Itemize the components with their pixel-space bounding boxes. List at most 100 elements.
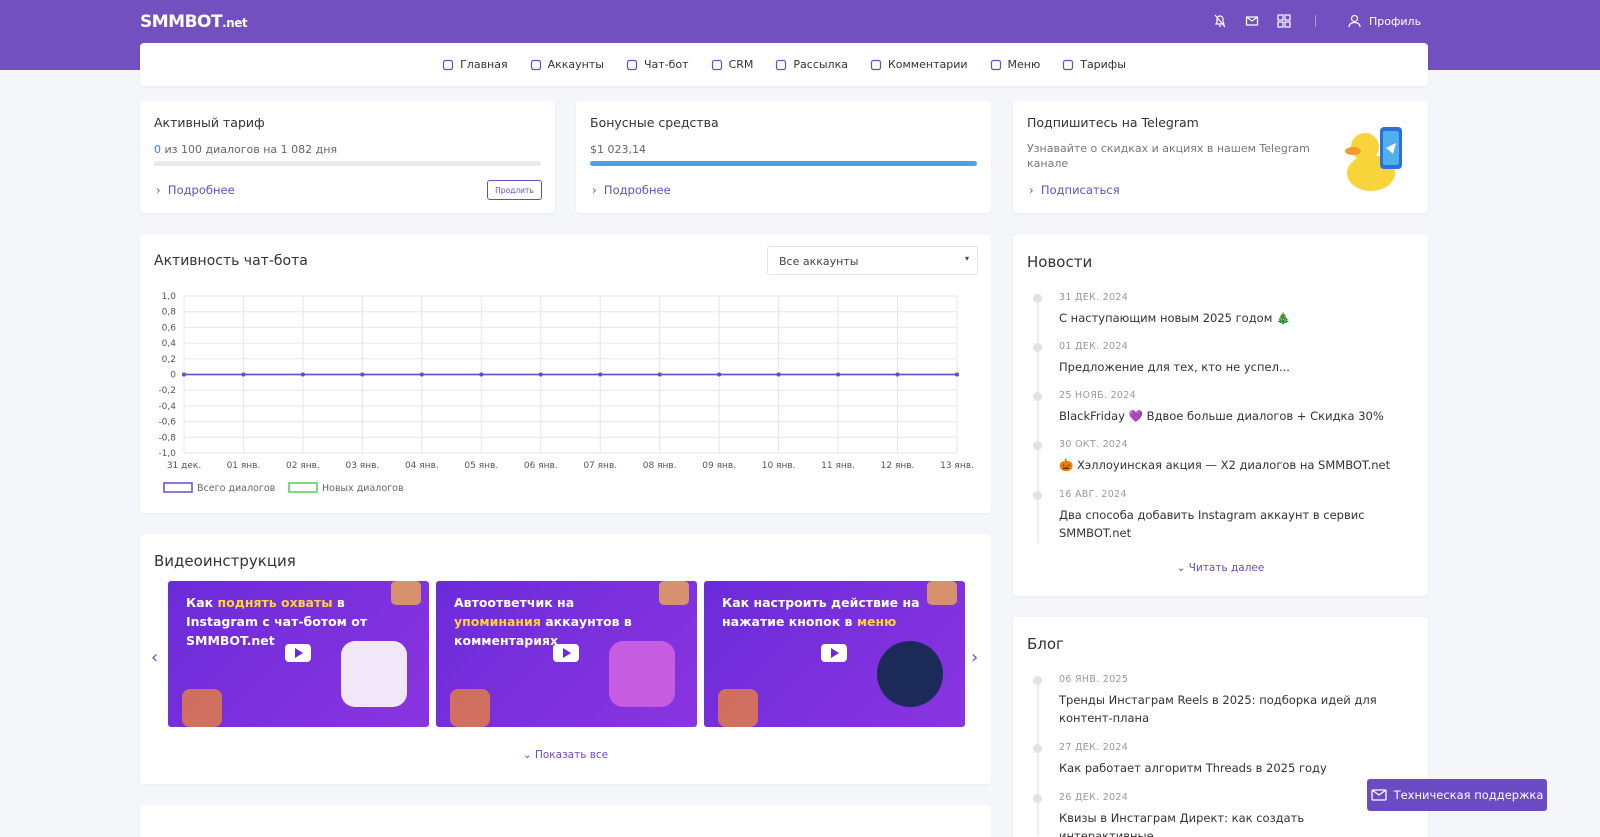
- nav-item[interactable]: Чат-бот: [626, 58, 689, 71]
- notifications-icon[interactable]: [1213, 14, 1227, 28]
- nav-label: Чат-бот: [643, 58, 689, 71]
- data-point: [538, 372, 543, 377]
- x-tick-label: 05 янв.: [464, 461, 498, 471]
- icon-shape: [1063, 59, 1074, 70]
- telegram-text: Узнавайте о скидках и акциях в нашем Tel…: [1027, 142, 1310, 170]
- details-link[interactable]: › Подробнее: [592, 183, 671, 197]
- play-button: [821, 644, 847, 662]
- nav-label: Меню: [1007, 58, 1041, 71]
- nav-icon: [711, 59, 722, 70]
- x-tick-label: 12 янв.: [881, 461, 915, 471]
- subscribe-link[interactable]: › Подписаться: [1029, 183, 1120, 197]
- profile[interactable]: Профиль: [1348, 14, 1421, 28]
- nav-item[interactable]: Тарифы: [1062, 58, 1126, 71]
- play-button: [553, 644, 579, 662]
- renew-button[interactable]: Продлить: [487, 180, 542, 200]
- video-title: Как поднять охваты в Instagram с чат-бот…: [186, 593, 386, 650]
- link-text: Подписаться: [1040, 183, 1120, 197]
- timeline-item[interactable]: 01 дек. 2024 Предложение для тех, кто не …: [1059, 341, 1398, 376]
- chart: 1,0 0,8 0,6 0,4 0,2 0 -0,2 -0,4 -0,6 -0,8 -1,0 31 д…: [158, 292, 974, 494]
- decor: [182, 689, 222, 727]
- item-text: BlackFriday 💜 Вдвое больше диалогов + Ск…: [1059, 409, 1384, 423]
- nav-item[interactable]: Рассылка: [775, 58, 848, 71]
- timeline-item[interactable]: 16 авг. 2024 Два способа добавить Instagr…: [1059, 489, 1398, 542]
- x-tick-label: 10 янв.: [762, 461, 796, 471]
- x-tick-label: 13 янв.: [940, 461, 974, 471]
- read-more[interactable]: ⌄ Читать далее: [1176, 562, 1265, 574]
- timeline-item[interactable]: 31 дек. 2024 С наступающим новым 2025 год…: [1059, 292, 1398, 327]
- telegram-duck: [1345, 127, 1402, 191]
- x-tick-label: 07 янв.: [583, 461, 617, 471]
- video-card[interactable]: Как настроить действие на нажатие кнопок…: [704, 581, 965, 727]
- legend-swatch: [288, 482, 318, 493]
- video-card[interactable]: Как поднять охваты в Instagram с чат-бот…: [168, 581, 429, 727]
- item-date: 26 дек. 2024: [1059, 792, 1129, 803]
- y-tick-label: -0,2: [158, 386, 176, 396]
- item-date: 27 дек. 2024: [1059, 742, 1129, 753]
- show-all[interactable]: ⌄ Показать все: [522, 749, 609, 761]
- data-point: [598, 372, 603, 377]
- main-nav: Главная Аккаунты Чат-бот CRM Рассылка Коммент…: [140, 43, 1428, 86]
- illustration: [341, 641, 407, 707]
- next-card: [140, 805, 991, 837]
- details-link[interactable]: › Подробнее: [156, 183, 235, 197]
- timeline-item[interactable]: 30 окт. 2024 🎃 Хэллоуинская акция — X2 ди…: [1059, 439, 1398, 474]
- card-title: Видеоинструкция: [154, 552, 296, 570]
- timeline-item[interactable]: 06 янв. 2025 Тренды Инстаграм Reels в 202…: [1059, 674, 1398, 727]
- mail-icon: [1370, 789, 1387, 801]
- decor: [718, 689, 758, 727]
- title-text: Как: [186, 595, 218, 610]
- y-tick-label: -0,4: [158, 402, 176, 412]
- bonus-card: Бонусные средства $1 023,14 › Подробнее: [576, 101, 991, 213]
- blog-card: Блог 06 янв. 2025 Тренды Инстаграм Reels …: [1013, 617, 1428, 837]
- x-tick-label: 04 янв.: [405, 461, 439, 471]
- nav-item[interactable]: Аккаунты: [530, 58, 604, 71]
- icon-shape: [442, 59, 454, 70]
- video-card: Видеоинструкция ‹ › ⌄ Показать все Как п…: [140, 534, 991, 784]
- card-title: Бонусные средства: [590, 115, 719, 130]
- icon-shape: [776, 59, 787, 70]
- x-tick-label: 03 янв.: [345, 461, 379, 471]
- timeline-item[interactable]: 25 нояб. 2024 BlackFriday 💜 Вдвое больше …: [1059, 390, 1398, 425]
- nav-item[interactable]: CRM: [711, 58, 753, 71]
- timeline-dot: [1033, 744, 1042, 753]
- item-date: 30 окт. 2024: [1059, 439, 1128, 450]
- timeline-dot: [1033, 676, 1042, 685]
- timeline-dot: [1033, 794, 1042, 803]
- icon-shape: [530, 59, 541, 70]
- logo[interactable]: SMMBOT.net: [140, 12, 248, 32]
- mail-icon[interactable]: [1245, 14, 1259, 28]
- y-tick-label: 0,2: [162, 355, 176, 365]
- activity-card: Активность чат-бота Все аккаунты ▾ 1,0 0,8…: [140, 235, 991, 513]
- x-tick-label: 11 янв.: [821, 461, 855, 471]
- nav-item[interactable]: Главная: [442, 58, 508, 71]
- timeline-line: [1037, 296, 1039, 543]
- icon-shape: [711, 59, 722, 70]
- apps-icon[interactable]: [1277, 14, 1291, 28]
- nav-label: Рассылка: [793, 58, 848, 71]
- timeline-item[interactable]: 27 дек. 2024 Как работает алгоритм Thread…: [1059, 742, 1398, 777]
- account-select[interactable]: Все аккаунты ▾: [767, 246, 978, 275]
- support-button[interactable]: Техническая поддержка: [1367, 779, 1547, 811]
- y-tick-label: -0,6: [158, 418, 176, 428]
- item-text: Квизы в Инстаграм Директ: как создать ин…: [1059, 811, 1305, 837]
- title-text: в Instagram с чат-ботом от SMMBOT.net: [186, 595, 368, 648]
- next-arrow[interactable]: ›: [971, 647, 979, 668]
- y-tick-label: 0,8: [162, 308, 177, 318]
- title-text: Как настроить действие на нажатие кнопок…: [722, 595, 920, 629]
- video-card[interactable]: Автоответчик на упоминания аккаунтов в к…: [436, 581, 697, 727]
- x-tick-label: 09 янв.: [702, 461, 736, 471]
- nav-item[interactable]: Комментарии: [870, 58, 968, 71]
- nav-item[interactable]: Меню: [990, 58, 1041, 71]
- item-text: Тренды Инстаграм Reels в 2025: подборка …: [1059, 693, 1377, 725]
- tariff-usage: 0 из 100 диалогов на 1 082 дня: [154, 143, 337, 156]
- timeline-item[interactable]: 26 дек. 2024 Квизы в Инстаграм Директ: ка…: [1059, 792, 1398, 837]
- y-tick-label: 1,0: [162, 292, 177, 302]
- nav-icon: [442, 59, 454, 70]
- divider: [1315, 15, 1316, 27]
- prev-arrow[interactable]: ‹: [151, 647, 159, 668]
- item-text: Два способа добавить Instagram аккаунт в…: [1059, 508, 1365, 540]
- logo-text: SMMBOT: [140, 12, 223, 32]
- icon-shape: [626, 59, 638, 70]
